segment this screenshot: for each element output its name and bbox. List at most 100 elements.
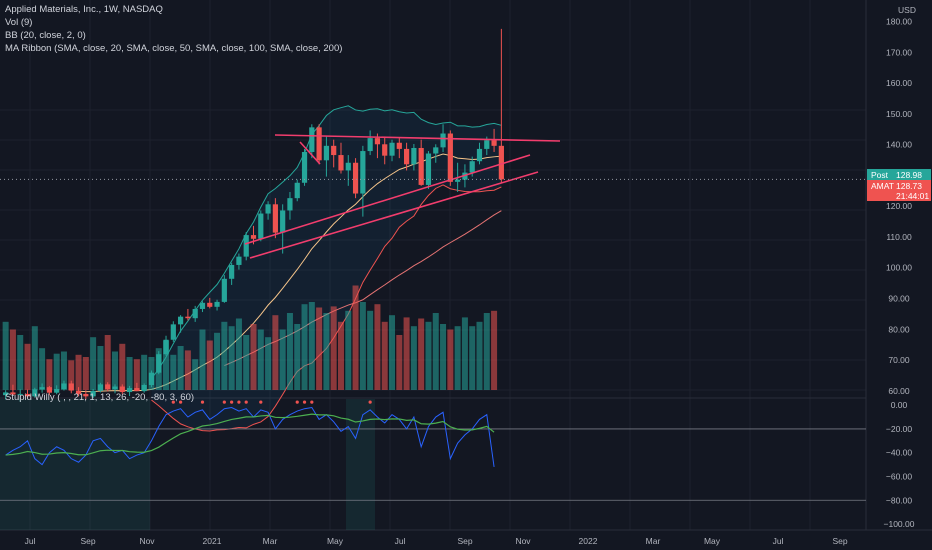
candle-body	[498, 145, 504, 180]
volume-bar	[163, 340, 170, 390]
symbol-title: Applied Materials, Inc., 1W, NASDAQ	[5, 4, 163, 15]
candle-body	[338, 155, 344, 171]
candle-body	[24, 393, 31, 397]
candle-body	[192, 308, 198, 319]
candle-body	[75, 390, 82, 394]
candle-body	[170, 324, 176, 340]
volume-bar	[476, 321, 483, 390]
oscillator-tick-label: −100.00	[884, 519, 915, 529]
volume-bar	[75, 354, 82, 390]
volume-bar	[170, 354, 177, 390]
volume-bar	[235, 318, 242, 390]
candle-body	[418, 147, 424, 185]
indicator-ma-ribbon[interactable]: MA Ribbon (SMA, close, 20, SMA, close, 5…	[5, 43, 343, 54]
oscillator-tick-label: −60.00	[886, 471, 913, 481]
volume-bar	[396, 335, 403, 390]
time-tick-label: Nov	[139, 536, 155, 546]
bollinger-upper	[151, 105, 502, 380]
volume-bar	[410, 326, 417, 390]
volume-bar	[2, 321, 9, 390]
candle-body	[294, 182, 300, 199]
volume-bar	[454, 326, 461, 390]
candle-body	[39, 387, 45, 390]
oscillator-dot	[200, 400, 205, 404]
oscillator-dot	[295, 400, 299, 404]
candle-body	[32, 389, 38, 397]
oscillator-dot	[368, 400, 372, 404]
indicator-volume[interactable]: Vol (9)	[5, 17, 33, 28]
candle-body	[61, 383, 67, 389]
candle-body	[433, 147, 439, 154]
oscillator-dot	[244, 400, 248, 404]
volume-bar	[184, 350, 191, 390]
volume-bar	[97, 346, 104, 390]
price-tick-label: 120.00	[886, 201, 912, 211]
candle-body	[236, 256, 242, 265]
price-tick-label: 70.00	[888, 355, 910, 365]
price-tick-label: 110.00	[886, 232, 912, 242]
candle-body	[301, 151, 308, 183]
candle-body	[83, 393, 89, 397]
volume-bar	[214, 332, 221, 390]
candle-body	[119, 386, 125, 393]
volume-bar	[294, 324, 301, 390]
candle-body	[345, 162, 351, 171]
candlestick-series	[3, 28, 504, 402]
candle-body	[134, 388, 140, 392]
candle-body	[476, 148, 483, 162]
volume-bar	[316, 307, 323, 390]
volume-bar	[272, 315, 279, 390]
volume-series	[2, 285, 498, 390]
countdown-timer: 21:44:01	[896, 191, 929, 201]
volume-bar	[46, 359, 53, 390]
candle-body	[360, 151, 366, 194]
volume-bar	[352, 285, 359, 390]
oscillator-line	[5, 406, 495, 468]
candle-body	[156, 354, 162, 373]
volume-bar	[221, 321, 228, 390]
volume-bar	[68, 360, 75, 390]
volume-bar	[440, 324, 447, 390]
candle-body	[54, 388, 60, 393]
oscillator-legend[interactable]: Stupid Willy ( , , 21, 1, 13, 26, -20, -…	[5, 392, 195, 403]
price-tick-label: 90.00	[888, 294, 910, 304]
oscillator-signal	[5, 413, 495, 456]
oscillator-dot	[310, 400, 314, 404]
candle-body	[178, 316, 184, 325]
volume-bar	[491, 310, 498, 390]
volume-bar	[337, 321, 344, 390]
volume-bar	[104, 335, 111, 390]
symbol-tag-value: 128.73	[896, 181, 922, 191]
candle-body	[484, 140, 490, 149]
post-tag-value: 128.98	[896, 170, 922, 180]
candle-body	[97, 384, 104, 391]
time-tick-label: May	[327, 536, 344, 546]
volume-bar	[31, 326, 38, 390]
trendline	[274, 134, 561, 142]
candle-body	[3, 392, 9, 396]
candle-body	[272, 204, 278, 233]
candle-body	[265, 204, 271, 214]
candle-body	[367, 138, 373, 152]
time-axis: Jul Sep Nov 2021 Mar May Jul Sep Nov 2022 Mar May Ju…	[25, 536, 848, 546]
candle-body	[440, 133, 446, 148]
volume-bar	[177, 346, 184, 390]
indicator-bollinger[interactable]: BB (20, close, 2, 0)	[5, 30, 86, 41]
candle-body	[112, 386, 118, 389]
currency-label: USD	[898, 5, 916, 15]
volume-bar	[403, 317, 410, 390]
volume-bar	[126, 357, 133, 390]
post-tag	[867, 169, 931, 180]
candle-body	[316, 127, 322, 161]
volume-bar	[359, 302, 366, 390]
time-tick-label: Sep	[832, 536, 847, 546]
time-tick-label: 2022	[579, 536, 598, 546]
candle-body	[403, 148, 410, 165]
oscillator-dot	[171, 400, 175, 404]
oscillator-tick-label: 0.00	[891, 400, 908, 410]
candle-body	[382, 144, 388, 156]
volume-bar	[17, 335, 24, 390]
candle-body	[469, 161, 475, 173]
